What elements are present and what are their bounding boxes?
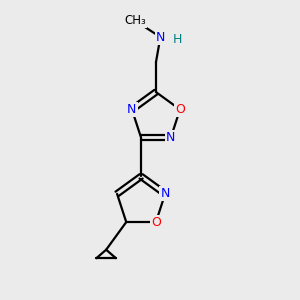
Text: CH₃: CH₃	[124, 14, 146, 27]
Text: N: N	[127, 103, 136, 116]
Text: O: O	[175, 103, 185, 116]
Text: H: H	[173, 33, 182, 46]
Text: N: N	[160, 187, 170, 200]
Text: O: O	[151, 216, 161, 229]
Text: N: N	[156, 31, 165, 44]
Text: N: N	[166, 131, 176, 144]
